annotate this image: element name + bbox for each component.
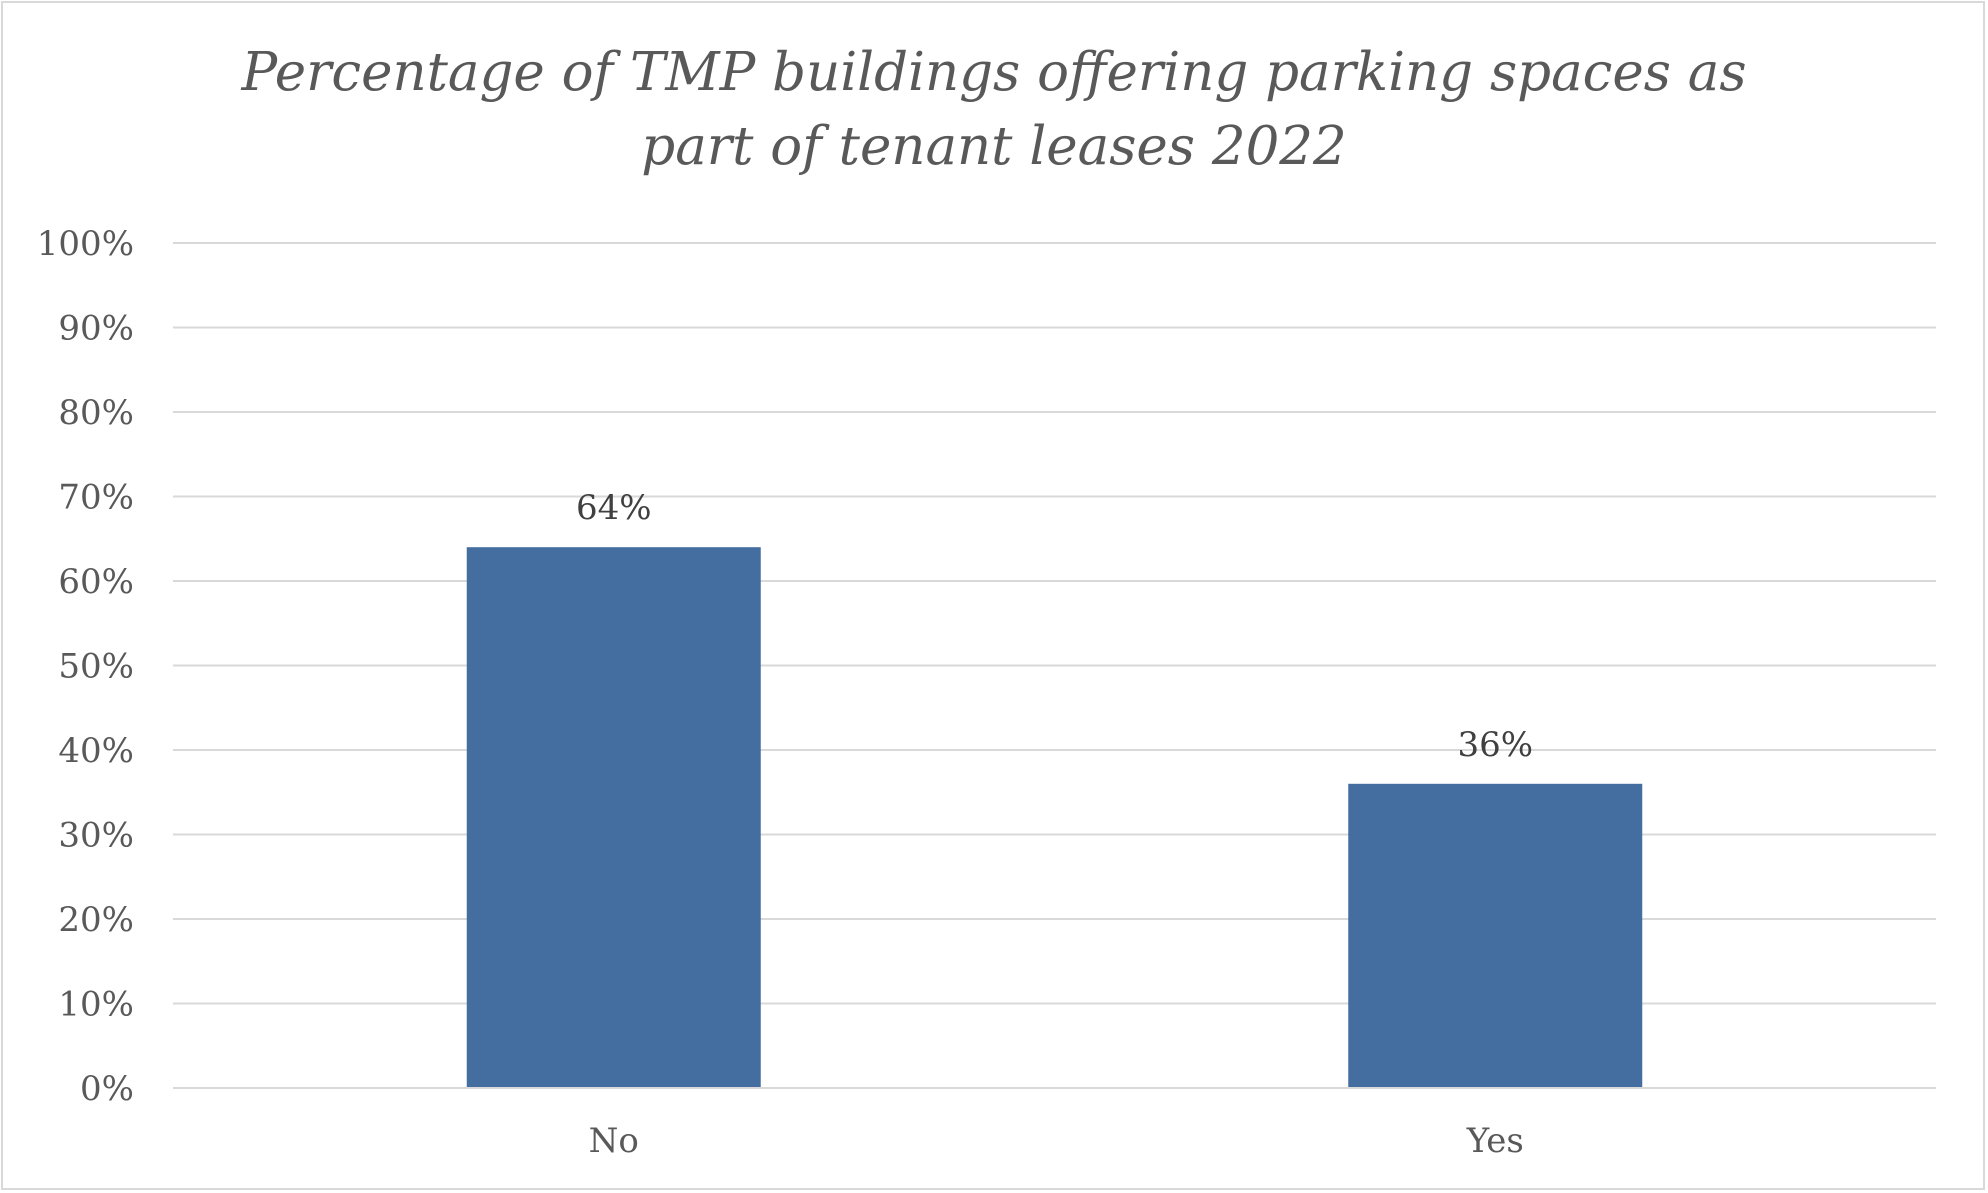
y-axis-tick-labels: 0% 10% 20% 30% 40% 50% 60% 70% 80% 90% 100%	[37, 224, 134, 1109]
data-label-no: 64%	[576, 488, 652, 528]
bars	[466, 547, 1643, 1088]
y-tick-label: 30%	[58, 816, 134, 856]
x-tick-label-no: No	[589, 1121, 639, 1161]
chart-title-line-1: Percentage of TMP buildings offering par…	[241, 42, 1747, 103]
y-tick-label: 60%	[58, 562, 134, 602]
data-label-yes: 36%	[1457, 725, 1533, 765]
y-tick-label: 20%	[58, 900, 134, 940]
chart-title-line-2: part of tenant leases 2022	[641, 116, 1347, 177]
data-labels: 64% 36%	[576, 488, 1533, 765]
x-axis-tick-labels: No Yes	[589, 1121, 1524, 1161]
gridlines	[173, 242, 1936, 1005]
y-tick-label: 10%	[58, 985, 134, 1025]
x-tick-label-yes: Yes	[1466, 1121, 1524, 1161]
y-tick-label: 40%	[58, 731, 134, 771]
y-tick-label: 90%	[58, 309, 134, 349]
bar-yes	[1348, 783, 1643, 1088]
y-tick-label: 80%	[58, 393, 134, 433]
y-tick-label: 100%	[37, 224, 134, 264]
bar-no	[466, 547, 761, 1088]
chart-title: Percentage of TMP buildings offering par…	[0, 36, 1988, 184]
y-tick-label: 70%	[58, 478, 134, 518]
y-tick-label: 50%	[58, 647, 134, 687]
y-tick-label: 0%	[80, 1069, 134, 1109]
